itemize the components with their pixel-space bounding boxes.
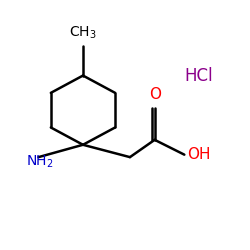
Text: CH$_3$: CH$_3$ <box>69 24 97 41</box>
Text: NH$_2$: NH$_2$ <box>26 154 54 170</box>
Text: OH: OH <box>187 147 210 162</box>
Text: HCl: HCl <box>185 66 214 84</box>
Text: O: O <box>149 86 161 102</box>
